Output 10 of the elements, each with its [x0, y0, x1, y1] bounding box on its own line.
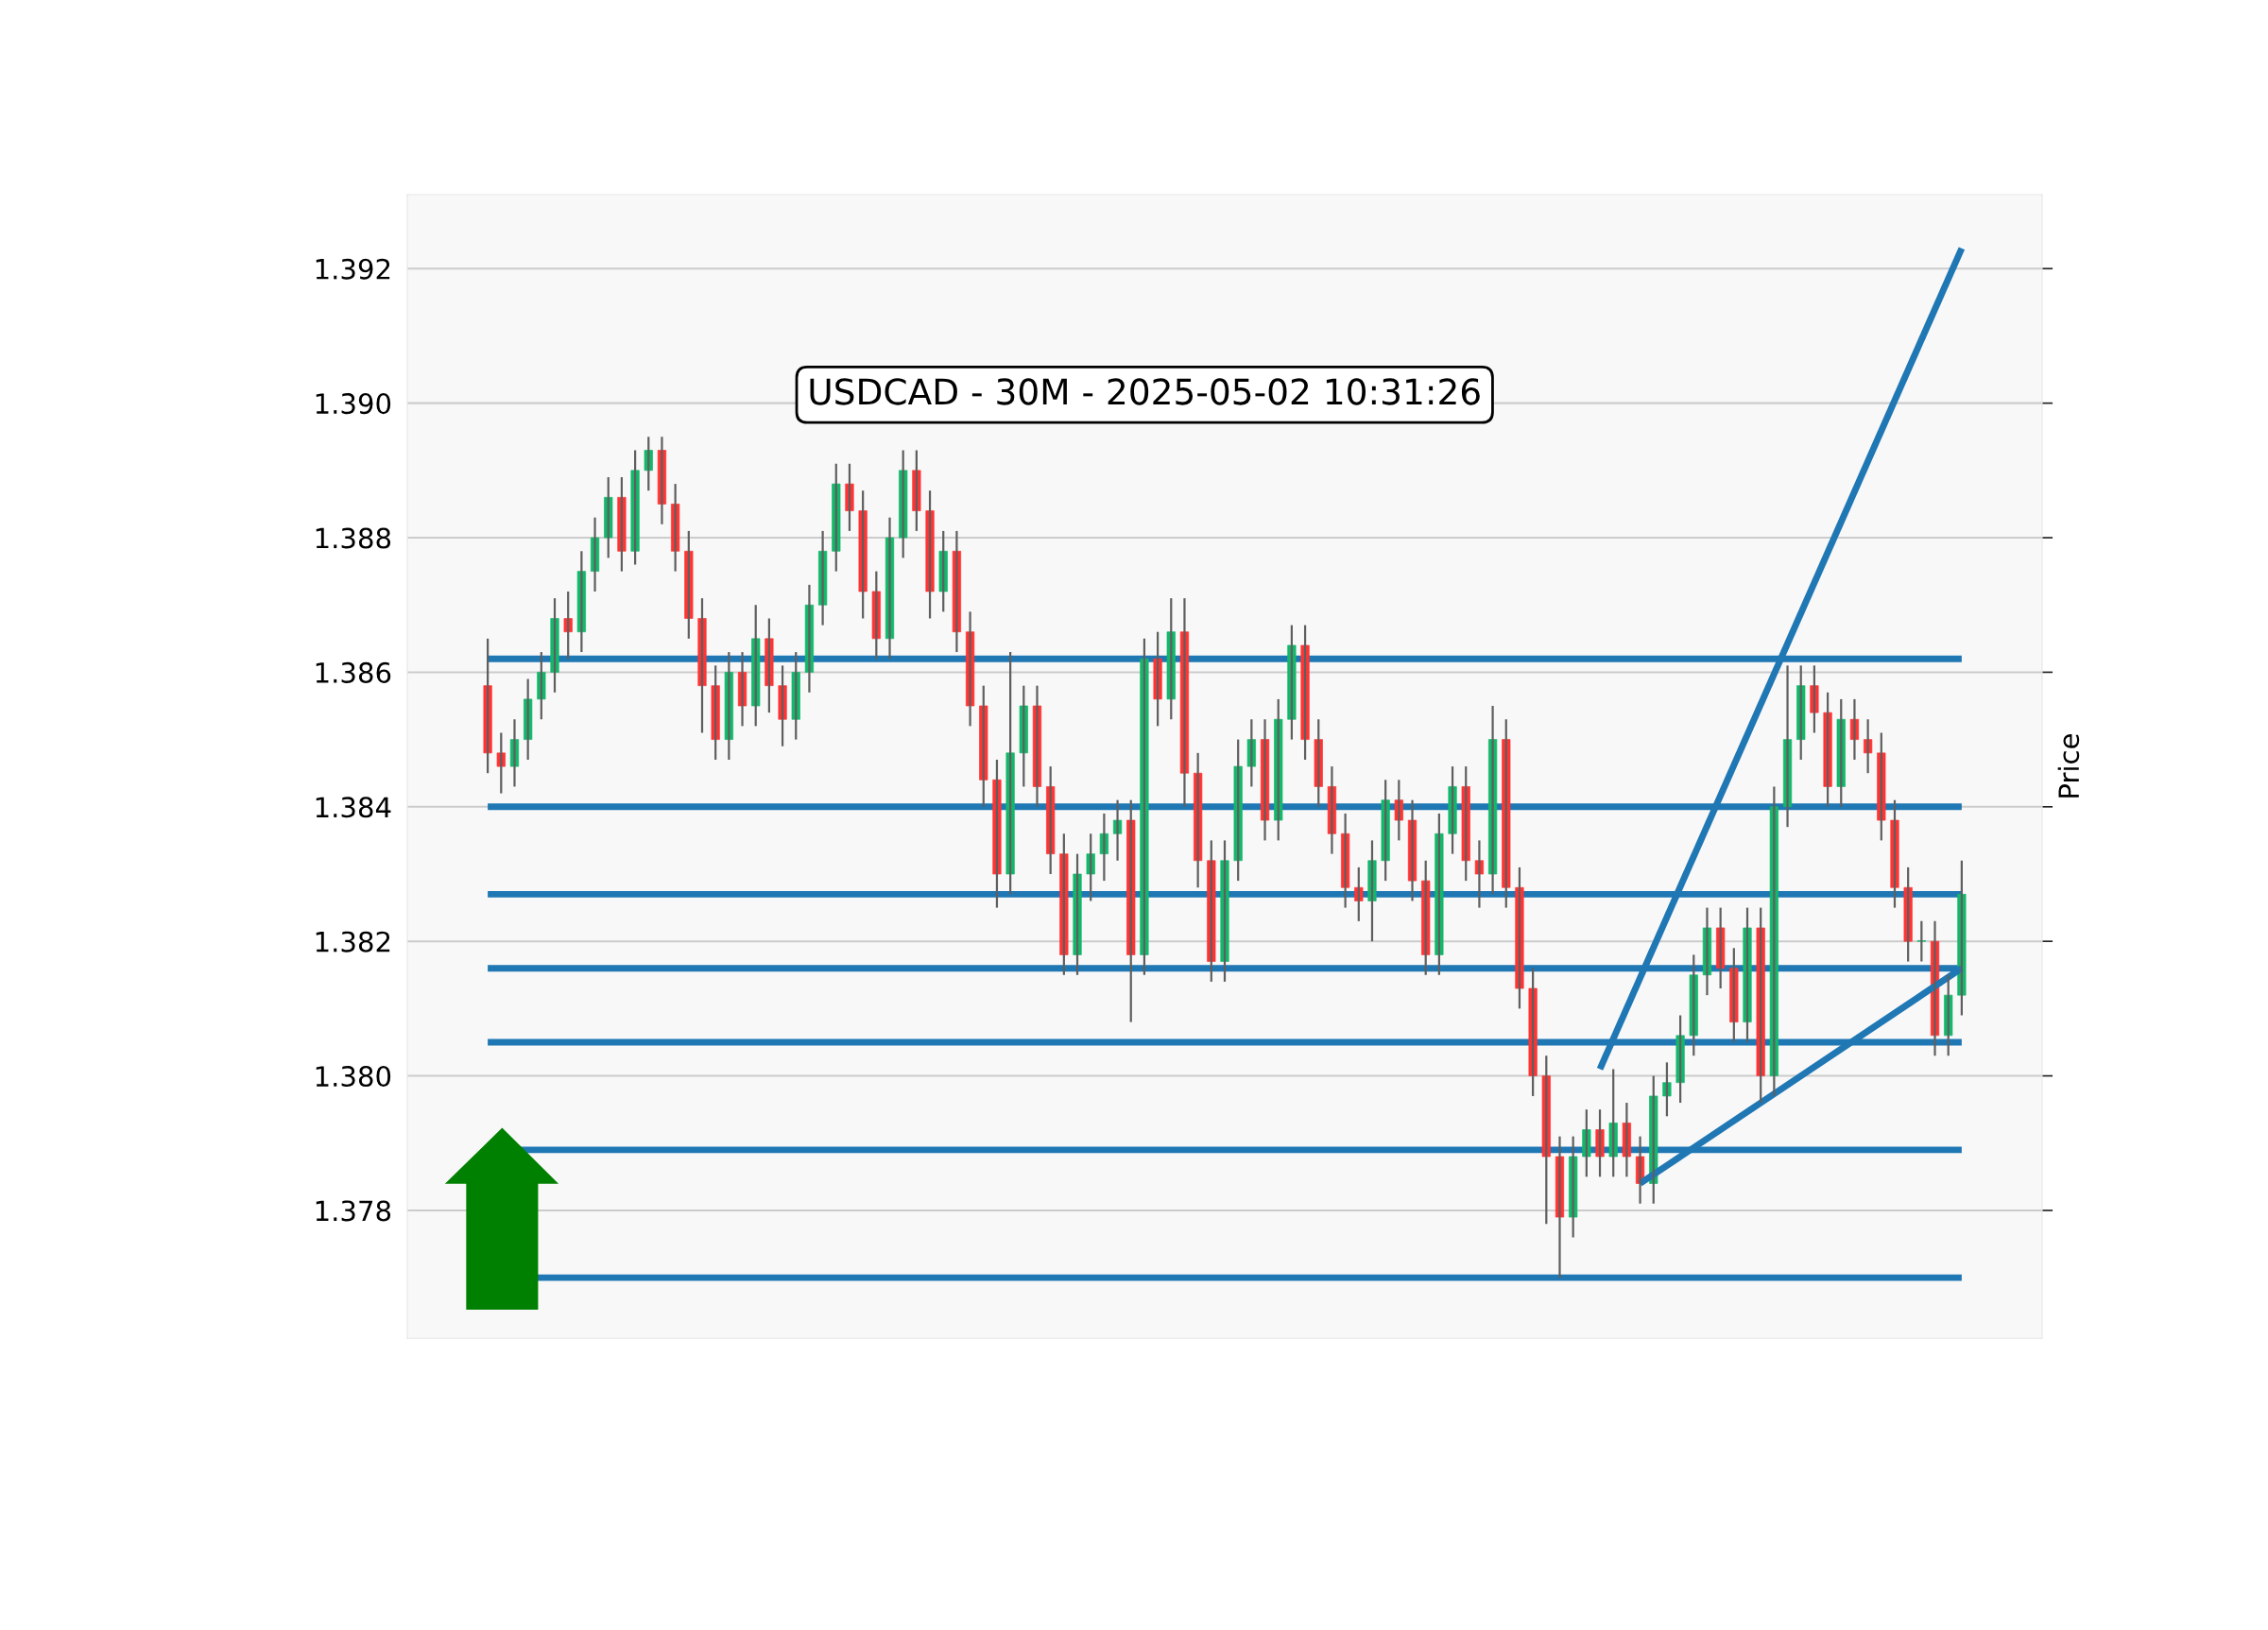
- y-tick-label: 1.392: [316, 258, 390, 280]
- y-tick-label: 1.386: [316, 661, 391, 683]
- y-tick-label: 1.378: [316, 1200, 391, 1222]
- text: USDCAD - 30M - 2025-05-02 10:31:26: [810, 378, 1480, 405]
- y-tick-label: 1.384: [316, 797, 391, 818]
- y-tick-label: 1.390: [316, 393, 391, 415]
- y-tick-label: 1.382: [316, 931, 390, 952]
- y-tick-label: 1.388: [316, 527, 391, 549]
- y-axis-title: Price: [2057, 734, 2080, 798]
- y-tick-label: 1.380: [316, 1066, 391, 1088]
